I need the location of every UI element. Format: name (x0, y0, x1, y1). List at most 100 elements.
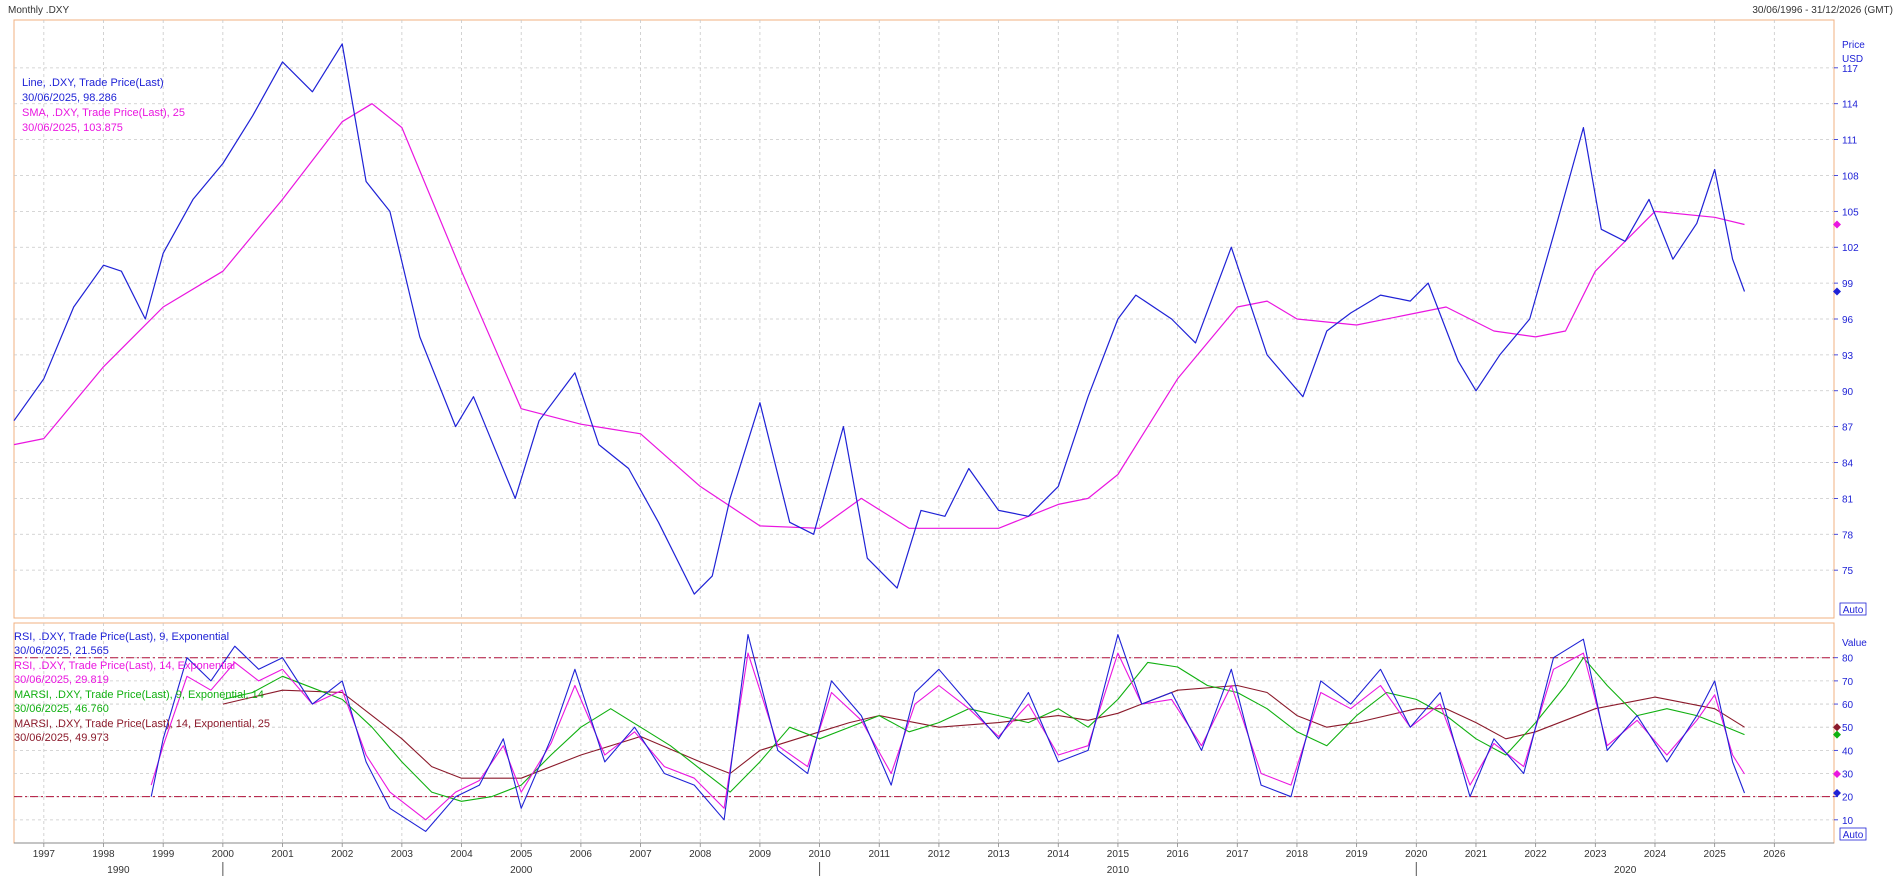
legend-marsi14-last: 30/06/2025, 49.973 (14, 732, 109, 744)
indicator-tick-label: 30 (1842, 770, 1854, 781)
price-tick-label: 102 (1842, 243, 1859, 254)
chart-header-left: Monthly .DXY (8, 5, 69, 16)
price-axis-title: Price (1842, 40, 1865, 51)
x-year-label: 2017 (1226, 849, 1249, 860)
legend-sma-last: 30/06/2025, 103.875 (22, 122, 123, 134)
indicator-tick-label: 70 (1842, 677, 1854, 688)
marsi-9-14-line (222, 657, 1745, 802)
x-year-label: 2023 (1584, 849, 1607, 860)
indicator-auto-button[interactable]: Auto (1839, 827, 1867, 841)
sma-last-marker (1833, 220, 1841, 229)
price-tick-label: 99 (1842, 279, 1854, 290)
legend-line-name: Line, .DXY, Trade Price(Last) (22, 77, 164, 89)
x-year-label: 1997 (33, 849, 56, 860)
legend-marsi9-name: MARSI, .DXY, Trade Price(Last), 9, Expon… (14, 689, 264, 701)
legend-rsi9-last: 30/06/2025, 21.565 (14, 645, 109, 657)
legend-sma-name: SMA, .DXY, Trade Price(Last), 25 (22, 107, 185, 119)
x-year-label: 2025 (1704, 849, 1727, 860)
dxy-price-line (13, 43, 1746, 595)
legend-rsi9-name: RSI, .DXY, Trade Price(Last), 9, Exponen… (14, 631, 229, 643)
price-auto-button[interactable]: Auto (1839, 602, 1867, 616)
indicator-axis-ticks: 10 20 30 40 50 60 70 80 (1834, 654, 1854, 827)
rsi-9-line (150, 634, 1746, 832)
price-axis-unit: USD (1842, 54, 1863, 65)
x-year-label: 2007 (629, 849, 652, 860)
x-year-label: 1998 (92, 849, 115, 860)
x-year-label: 2019 (1345, 849, 1368, 860)
price-axis-ticks: 75 78 81 84 87 90 93 96 99 102 105 108 111 114 117 (1834, 64, 1859, 577)
x-decade-label: 1990 (107, 865, 130, 876)
price-tick-label: 90 (1842, 387, 1854, 398)
x-year-label: 2012 (928, 849, 951, 860)
legend-line-last: 30/06/2025, 98.286 (22, 92, 117, 104)
x-year-label: 2021 (1465, 849, 1488, 860)
x-year-label: 2004 (450, 849, 473, 860)
x-year-label: 2014 (1047, 849, 1070, 860)
x-year-label: 2026 (1763, 849, 1786, 860)
x-decade-label: 2020 (1614, 865, 1637, 876)
x-decade-label: 2010 (1107, 865, 1130, 876)
price-series-group (13, 43, 1746, 595)
x-year-label: 2013 (987, 849, 1010, 860)
price-tick-label: 81 (1842, 494, 1854, 505)
indicator-reference-lines (14, 657, 1834, 798)
price-tick-label: 111 (1842, 136, 1858, 147)
price-tick-label: 117 (1842, 64, 1858, 75)
marsi-14-25-line (222, 684, 1745, 779)
rsi-14-line (150, 652, 1745, 821)
price-tick-label: 96 (1842, 315, 1854, 326)
indicator-last-marker-3 (1833, 723, 1841, 732)
legend-rsi14-last: 30/06/2025, 29.819 (14, 674, 109, 686)
indicator-tick-label: 80 (1842, 654, 1854, 665)
price-legend: Line, .DXY, Trade Price(Last) 30/06/2025… (22, 77, 185, 134)
price-tick-label: 108 (1842, 171, 1859, 182)
x-year-label: 1999 (152, 849, 175, 860)
sma-25-line (13, 103, 1745, 529)
indicator-legend: RSI, .DXY, Trade Price(Last), 9, Exponen… (14, 631, 270, 744)
legend-marsi14-name: MARSI, .DXY, Trade Price(Last), 14, Expo… (14, 718, 270, 730)
x-year-label: 2002 (331, 849, 354, 860)
x-year-label: 2005 (510, 849, 533, 860)
indicator-panel (13, 622, 1835, 844)
indicator-tick-label: 50 (1842, 723, 1854, 734)
legend-rsi14-name: RSI, .DXY, Trade Price(Last), 14, Expone… (14, 660, 235, 672)
indicator-series-group (150, 634, 1746, 832)
x-year-label: 2006 (570, 849, 593, 860)
indicator-last-marker-0 (1833, 788, 1841, 797)
price-panel (13, 19, 1835, 619)
price-tick-label: 114 (1842, 100, 1858, 111)
last-value-markers (1833, 220, 1841, 797)
x-year-label: 2001 (271, 849, 294, 860)
x-year-label: 2015 (1107, 849, 1130, 860)
indicator-last-marker-1 (1833, 769, 1841, 778)
indicator-tick-label: 40 (1842, 746, 1854, 757)
price-tick-label: 87 (1842, 423, 1854, 434)
price-auto-label: Auto (1843, 605, 1864, 616)
price-tick-label: 78 (1842, 530, 1854, 541)
indicator-tick-label: 20 (1842, 793, 1854, 804)
chart-header-right: 30/06/1996 - 31/12/2026 (GMT) (1752, 5, 1893, 16)
x-year-label: 2008 (689, 849, 712, 860)
price-gridlines (14, 20, 1834, 618)
price-tick-label: 84 (1842, 459, 1854, 470)
indicator-gridlines (14, 623, 1834, 843)
indicator-tick-label: 10 (1842, 816, 1854, 827)
price-tick-label: 93 (1842, 351, 1854, 362)
indicator-last-marker-2 (1833, 730, 1841, 739)
x-year-label: 2024 (1644, 849, 1667, 860)
x-year-label: 2003 (391, 849, 414, 860)
x-year-label: 2018 (1286, 849, 1309, 860)
x-axis-decade-labels: 1990 2000 2010 2020 (107, 862, 1637, 876)
price-tick-label: 75 (1842, 566, 1854, 577)
indicator-auto-label: Auto (1843, 830, 1864, 841)
indicator-tick-label: 60 (1842, 700, 1854, 711)
x-year-label: 2011 (868, 849, 890, 860)
x-year-label: 2020 (1405, 849, 1428, 860)
legend-marsi9-last: 30/06/2025, 46.760 (14, 703, 109, 715)
x-year-label: 2016 (1166, 849, 1189, 860)
price-tick-label: 105 (1842, 207, 1859, 218)
x-axis-year-labels: 1997 1998 1999 2000 2001 2002 2003 2004 2005 2006… (33, 843, 1786, 860)
x-decade-label: 2000 (510, 865, 533, 876)
x-year-label: 2022 (1525, 849, 1548, 860)
